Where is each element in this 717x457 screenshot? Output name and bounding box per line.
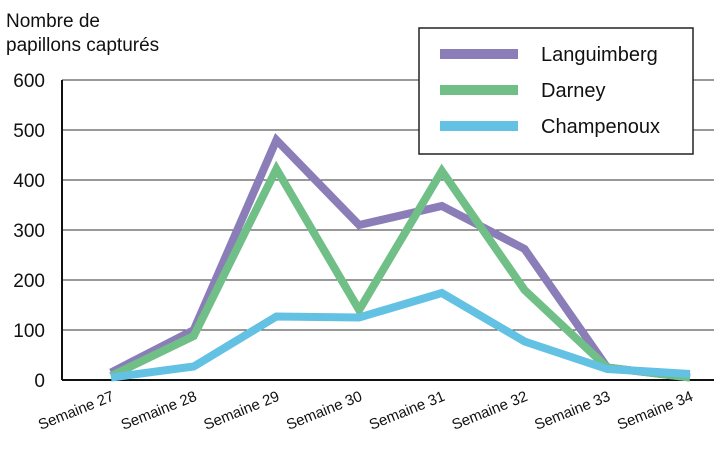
x-tick-label: Semaine 28 bbox=[119, 388, 200, 434]
legend-label: Champenoux bbox=[541, 116, 660, 138]
x-tick-label: Semaine 34 bbox=[615, 388, 696, 434]
legend-label: Darney bbox=[541, 80, 605, 102]
y-tick-label: 100 bbox=[13, 321, 45, 342]
series-line-languimberg bbox=[109, 132, 691, 382]
x-tick-label: Semaine 32 bbox=[449, 388, 530, 434]
legend: Languimberg Darney Champenoux bbox=[418, 27, 694, 155]
y-tick-label: 400 bbox=[13, 171, 45, 192]
axes bbox=[61, 80, 714, 381]
x-axis-ticks: Semaine 27 Semaine 28 Semaine 29 Semaine 30… bbox=[36, 388, 696, 434]
series-line-champenoux bbox=[110, 288, 691, 382]
x-tick-label: Semaine 30 bbox=[284, 388, 365, 434]
series-line-darney bbox=[109, 160, 691, 382]
y-tick-label: 300 bbox=[13, 221, 45, 242]
x-tick-label: Semaine 29 bbox=[201, 388, 282, 434]
series-lines bbox=[109, 132, 691, 382]
y-tick-label: 0 bbox=[34, 371, 45, 392]
gridlines bbox=[62, 79, 714, 331]
legend-label: Languimberg bbox=[541, 44, 658, 66]
y-tick-label: 500 bbox=[13, 121, 45, 142]
y-axis-ticks: 0 100 200 300 400 500 600 bbox=[13, 71, 45, 392]
y-tick-label: 600 bbox=[13, 71, 45, 92]
y-axis-title-line-1: Nombre de bbox=[6, 11, 100, 32]
x-tick-label: Semaine 27 bbox=[36, 388, 117, 434]
y-axis-title-line-2: papillons capturés bbox=[6, 35, 159, 56]
x-tick-label: Semaine 31 bbox=[367, 388, 448, 434]
x-tick-label: Semaine 33 bbox=[532, 388, 613, 434]
y-tick-label: 200 bbox=[13, 271, 45, 292]
y-axis-title: Nombre de papillons capturés bbox=[6, 11, 159, 56]
